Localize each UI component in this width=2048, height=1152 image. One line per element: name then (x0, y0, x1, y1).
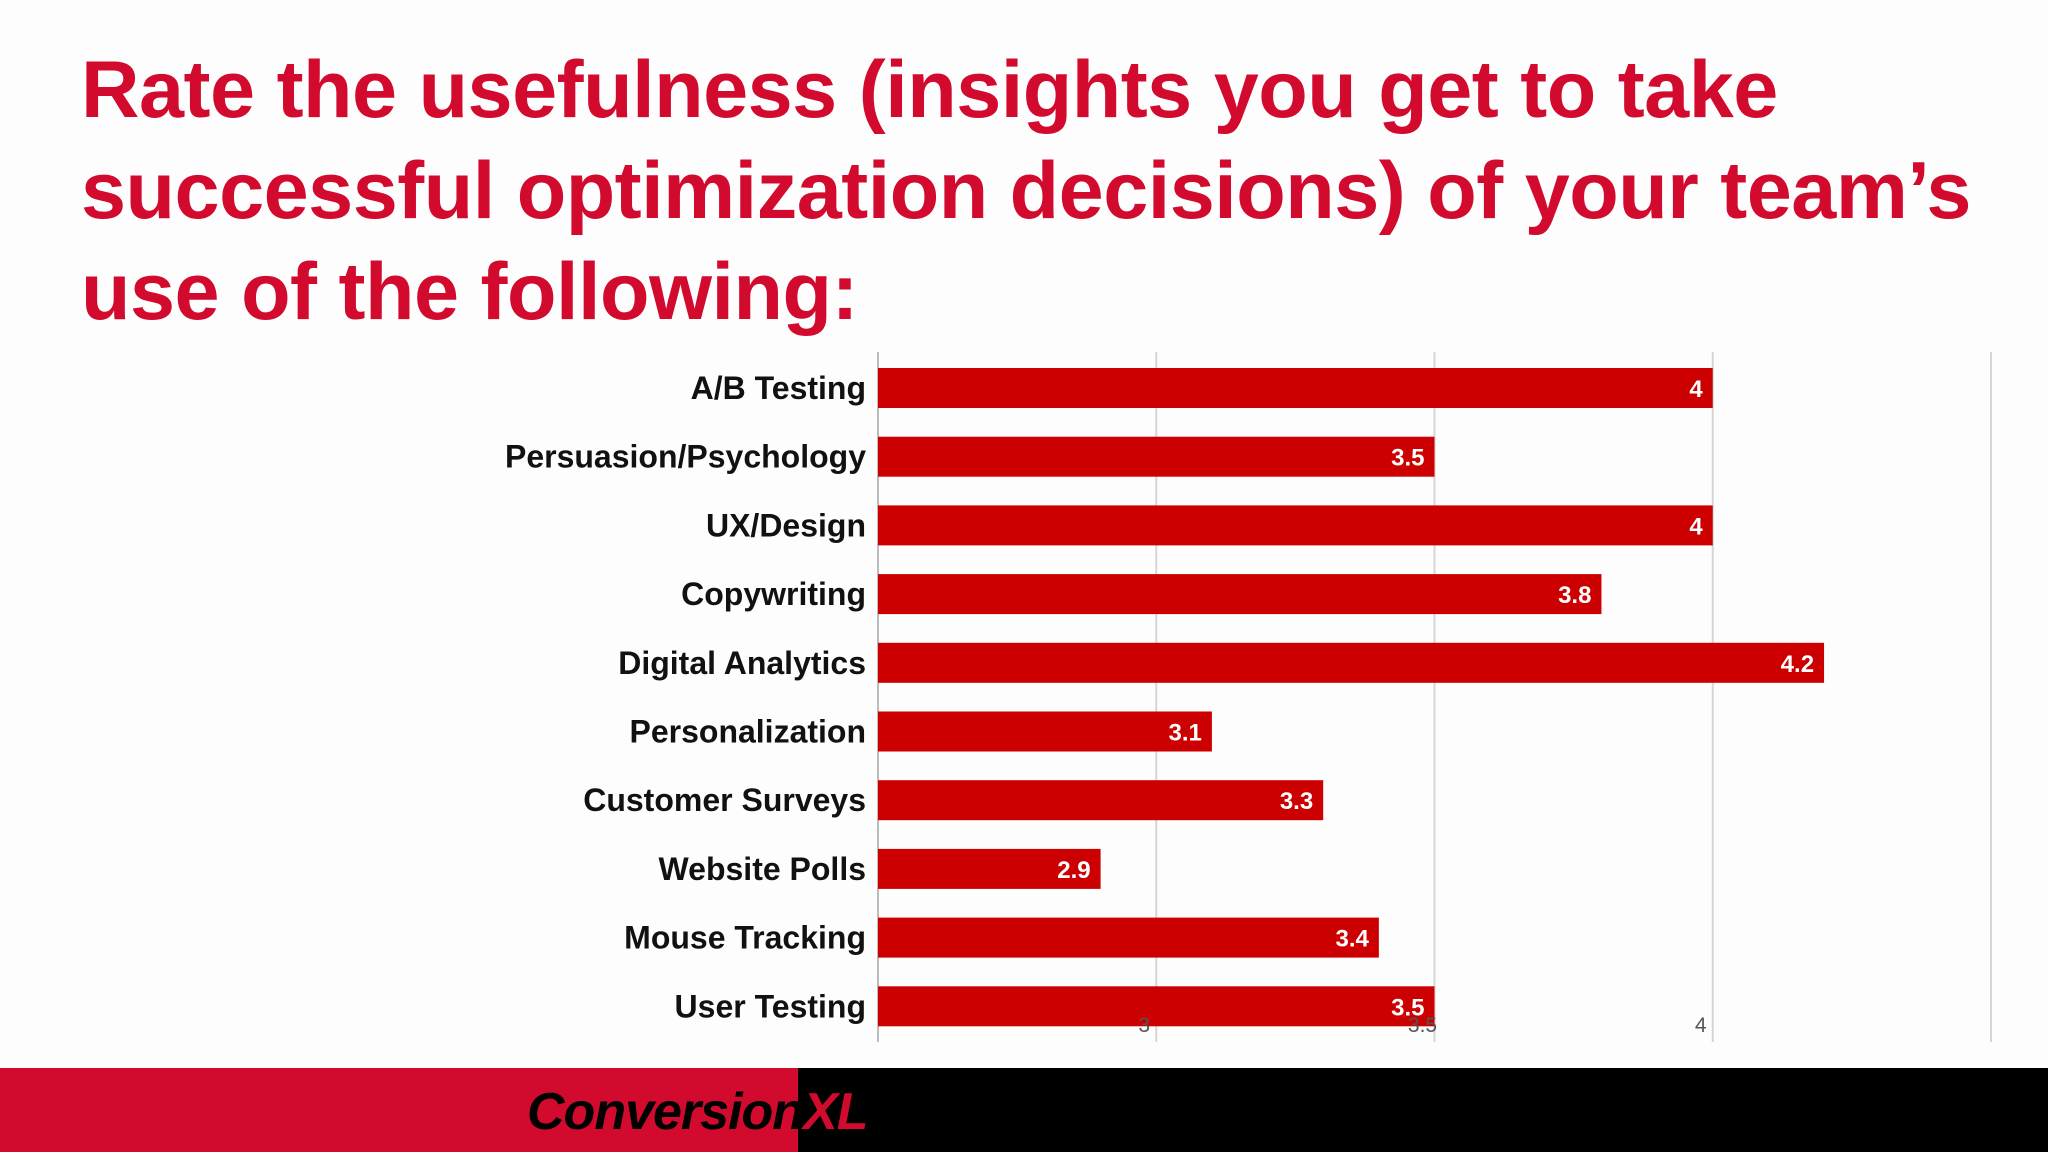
category-label-persuasion-psychology: Persuasion/Psychology (505, 439, 866, 475)
data-label-mouse-tracking: 3.4 (1335, 926, 1369, 953)
logo-text-xl: XL (803, 1083, 868, 1141)
category-label-mouse-tracking: Mouse Tracking (624, 920, 866, 956)
data-label-website-polls: 2.9 (1057, 857, 1090, 884)
bar-layer (878, 368, 1825, 1027)
category-label-website-polls: Website Polls (659, 851, 866, 887)
data-label-ux-design: 4 (1689, 513, 1703, 540)
category-label-user-testing: User Testing (675, 988, 866, 1024)
data-label-a-b-testing: 4 (1689, 376, 1703, 403)
data-label-customer-surveys: 3.3 (1280, 788, 1313, 815)
x-tick-label-4: 4 (1695, 1014, 1707, 1037)
data-label-personalization: 3.1 (1169, 720, 1202, 747)
bar-a-b-testing (878, 368, 1713, 408)
data-label-persuasion-psychology: 3.5 (1391, 445, 1424, 472)
data-label-copywriting: 3.8 (1558, 582, 1591, 609)
conversionxl-logo: ConversionXL (527, 1080, 869, 1144)
footer-dark-band (798, 1068, 2048, 1152)
logo-text-conversion: Conversion (527, 1083, 804, 1141)
bar-digital-analytics (878, 642, 1825, 683)
bar-user-testing (878, 986, 1435, 1027)
bar-customer-surveys (878, 780, 1324, 821)
bar-copywriting (878, 574, 1602, 615)
bar-ux-design (878, 505, 1713, 546)
category-label-digital-analytics: Digital Analytics (618, 645, 866, 681)
category-label-copywriting: Copywriting (681, 576, 866, 612)
bar-personalization (878, 711, 1212, 752)
bar-persuasion-psychology (878, 436, 1435, 477)
grid-layer (877, 352, 1992, 1042)
category-label-customer-surveys: Customer Surveys (583, 782, 866, 818)
footer-accent-band (0, 1068, 798, 1152)
bar-website-polls (878, 848, 1101, 889)
x-tick-label-3: 3 (1138, 1014, 1150, 1037)
category-label-personalization: Personalization (630, 714, 867, 750)
category-label-ux-design: UX/Design (706, 507, 866, 543)
data-label-digital-analytics: 4.2 (1781, 651, 1814, 678)
bar-mouse-tracking (878, 917, 1379, 958)
slide-title: Rate the usefulness (insights you get to… (81, 45, 1971, 337)
data-label-user-testing: 3.5 (1391, 994, 1424, 1021)
category-label-a-b-testing: A/B Testing (691, 370, 866, 406)
x-tick-label-3-5: 3.5 (1408, 1014, 1437, 1037)
label-layer: 4 A/B Testing 3.5 Persuasion/Psychology 4 UX/… (505, 370, 1814, 1037)
